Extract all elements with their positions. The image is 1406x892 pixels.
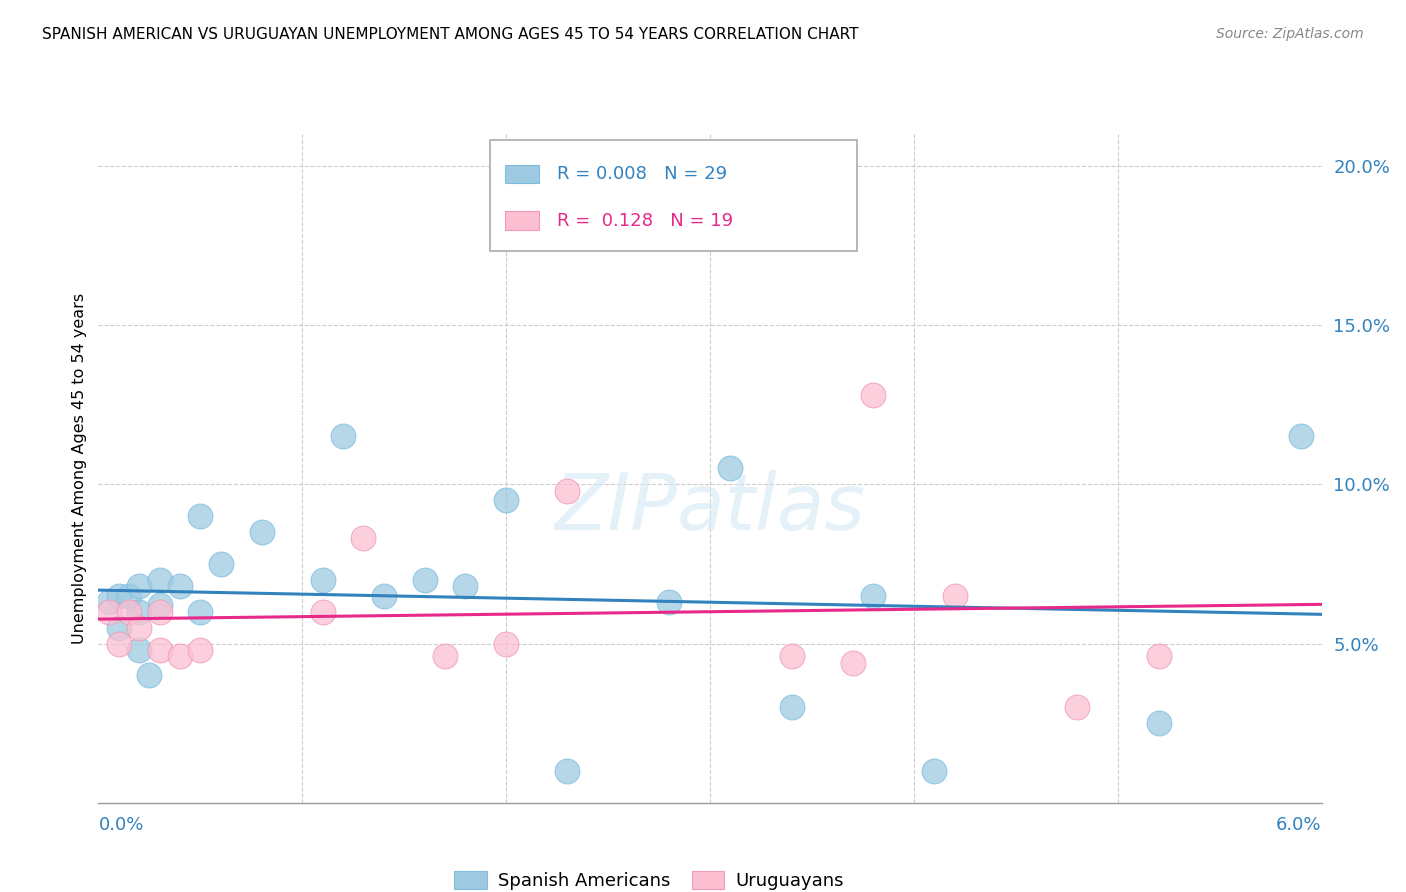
Point [128, 643, 150, 657]
Point [454, 579, 477, 593]
Point [1066, 700, 1088, 714]
Point [188, 643, 212, 657]
Point [169, 579, 191, 593]
Point [311, 573, 335, 587]
Point [108, 621, 131, 635]
Point [250, 524, 273, 539]
Point [862, 589, 884, 603]
Point [108, 636, 131, 650]
Bar [505, 165, 538, 184]
Point [128, 605, 150, 619]
Text: 0.0%: 0.0% [98, 816, 143, 834]
Text: SPANISH AMERICAN VS URUGUAYAN UNEMPLOYMENT AMONG AGES 45 TO 54 YEARS CORRELATION: SPANISH AMERICAN VS URUGUAYAN UNEMPLOYME… [42, 27, 859, 42]
Point [118, 589, 141, 603]
FancyBboxPatch shape [489, 141, 856, 251]
Point [169, 649, 191, 664]
Point [922, 764, 945, 778]
Point [495, 636, 517, 650]
Point [943, 589, 966, 603]
Point [149, 605, 172, 619]
Point [118, 605, 141, 619]
Point [658, 595, 681, 609]
Y-axis label: Unemployment Among Ages 45 to 54 years: Unemployment Among Ages 45 to 54 years [72, 293, 87, 644]
Point [373, 589, 395, 603]
Point [495, 493, 517, 508]
Point [555, 483, 579, 498]
Text: Source: ZipAtlas.com: Source: ZipAtlas.com [1216, 27, 1364, 41]
Point [311, 605, 335, 619]
Point [718, 461, 742, 475]
Point [149, 643, 172, 657]
Point [108, 589, 131, 603]
Point [149, 573, 172, 587]
Point [352, 532, 374, 546]
Text: R = 0.008   N = 29: R = 0.008 N = 29 [557, 165, 727, 183]
Point [128, 621, 150, 635]
Bar [505, 211, 538, 230]
Point [413, 573, 436, 587]
Text: 6.0%: 6.0% [1277, 816, 1322, 834]
Legend: Spanish Americans, Uruguayans: Spanish Americans, Uruguayans [447, 863, 851, 892]
Point [433, 649, 456, 664]
Point [780, 649, 803, 664]
Point [862, 388, 884, 402]
Point [149, 599, 172, 613]
Point [332, 429, 354, 443]
Point [97, 595, 120, 609]
Point [188, 509, 212, 524]
Point [1147, 716, 1170, 731]
Point [128, 579, 150, 593]
Point [841, 656, 863, 670]
Point [780, 700, 803, 714]
Point [138, 668, 160, 682]
Point [188, 605, 212, 619]
Text: ZIPatlas: ZIPatlas [554, 470, 866, 547]
Point [1147, 649, 1170, 664]
Point [1289, 429, 1312, 443]
Point [97, 605, 120, 619]
Text: R =  0.128   N = 19: R = 0.128 N = 19 [557, 211, 734, 230]
Point [209, 557, 232, 571]
Point [555, 764, 579, 778]
